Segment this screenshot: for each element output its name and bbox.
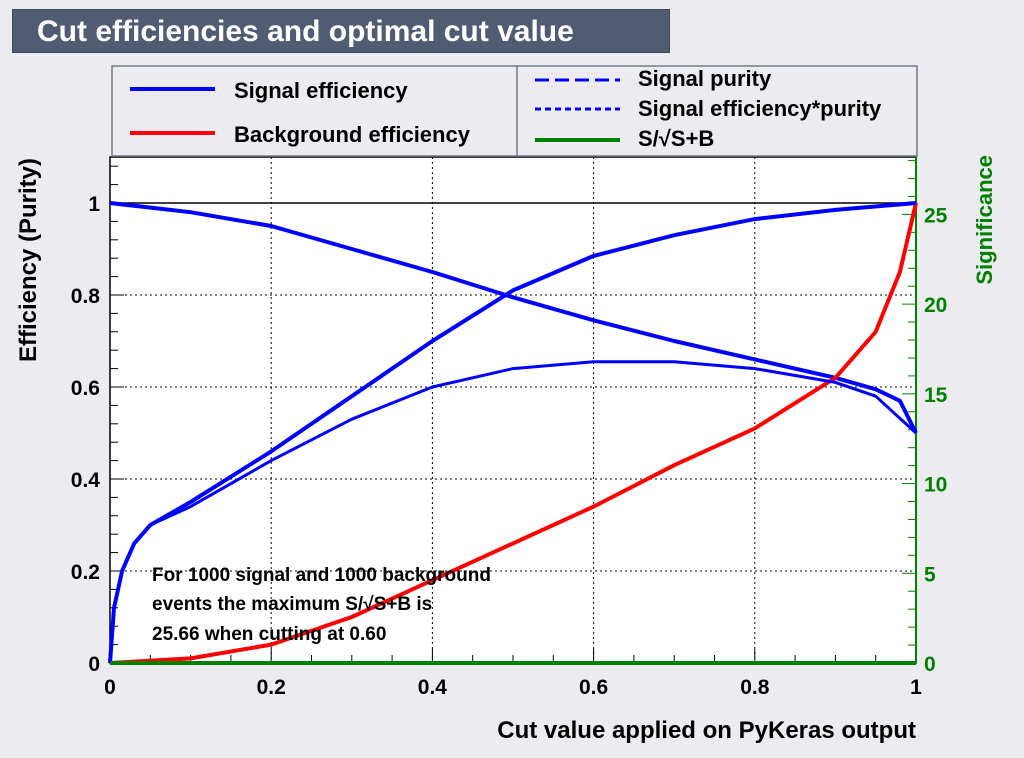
series-line-signal-efficiency-purity	[108, 360, 918, 664]
y-tick-label: 1	[88, 193, 100, 216]
y-tick-label: 0.2	[71, 561, 100, 584]
x-tick-label: 0.6	[579, 676, 608, 699]
x-tick-label: 0.2	[257, 676, 286, 699]
legend-label: S/√S+B	[638, 126, 714, 151]
annotation-line: 25.66 when cutting at 0.60	[152, 624, 386, 645]
series-line-signal-efficiency	[109, 201, 918, 434]
annotation-line: For 1000 signal and 1000 background	[152, 565, 491, 586]
x-tick-label: 1	[910, 676, 922, 699]
plot-area	[109, 156, 917, 664]
y2-tick-label: 15	[924, 384, 948, 407]
chart-title: Cut efficiencies and optimal cut value	[12, 9, 670, 53]
y2-tick-label: 5	[924, 563, 936, 586]
x-axis-label: Cut value applied on PyKeras output	[497, 717, 916, 744]
legend-label: Signal efficiency	[234, 78, 408, 103]
annotation-line: events the maximum S/√S+B is	[152, 594, 432, 615]
series-line-background-efficiency	[109, 202, 918, 665]
x-tick-label: 0.4	[418, 676, 448, 699]
legend: Signal efficiency Background efficiency …	[111, 65, 918, 157]
legend-label: Signal efficiency*purity	[638, 96, 882, 121]
y-tick-label: 0	[88, 653, 100, 676]
y-axis-label: Efficiency (Purity)	[15, 158, 42, 362]
y2-tick-label: 10	[924, 474, 947, 497]
y-tick-label: 0.8	[71, 285, 101, 308]
y2-tick-label: 25	[924, 204, 948, 227]
annotation: For 1000 signal and 1000 background even…	[152, 565, 491, 645]
y-tick-label: 0.4	[71, 469, 101, 492]
y2-tick-label: 0	[924, 653, 936, 676]
y2-axis-label: Significance	[972, 155, 997, 285]
x-tick-label: 0	[104, 676, 116, 699]
y-tick-label: 0.6	[71, 377, 100, 400]
x-tick-label: 0.8	[740, 676, 770, 699]
legend-label: Background efficiency	[234, 122, 471, 147]
legend-label: Signal purity	[638, 66, 772, 91]
y2-tick-label: 20	[924, 294, 947, 317]
